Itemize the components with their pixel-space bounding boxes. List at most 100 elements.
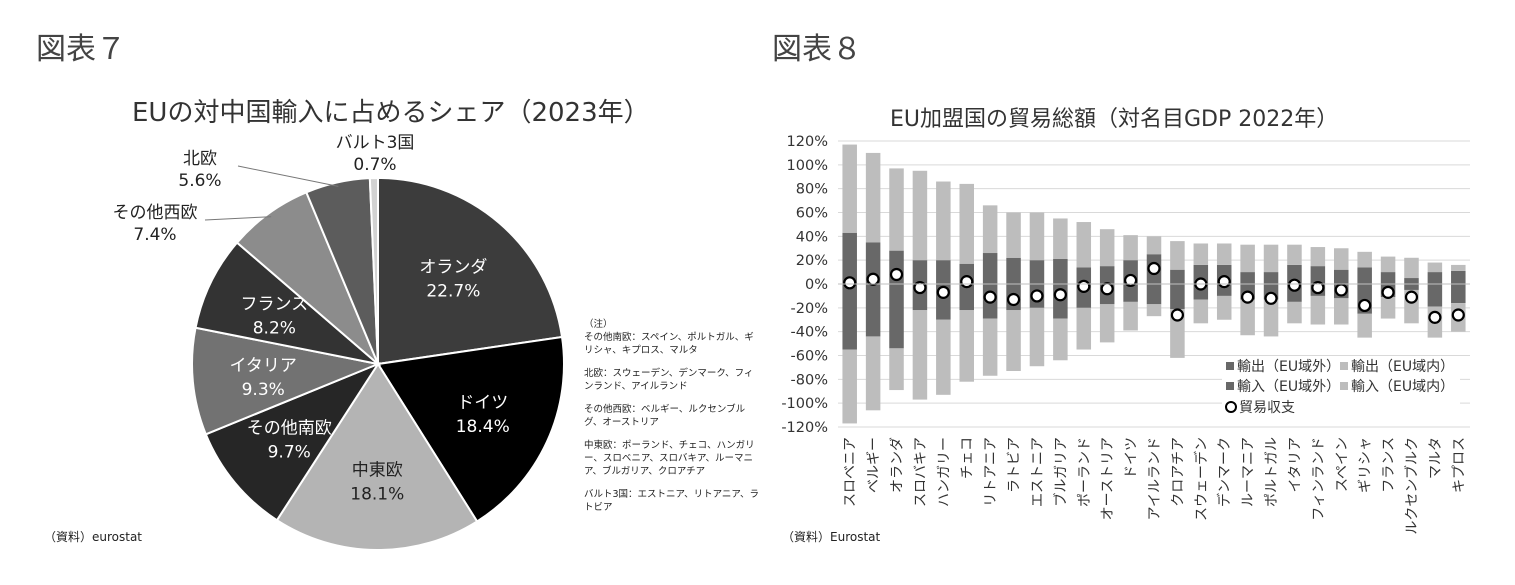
bar-import-non-eu — [1427, 284, 1443, 307]
bar-export-eu — [1146, 236, 1162, 255]
y-tick-label: 120% — [787, 134, 828, 150]
bar-export-non-eu — [1099, 266, 1115, 284]
y-tick-label: -40% — [791, 325, 828, 341]
bar-import-eu — [1193, 299, 1209, 324]
balance-marker — [1264, 291, 1278, 305]
pie-slice-label: フランス — [241, 294, 309, 314]
pie-notes: （注） その他南欧：スペイン、ポルトガル、ギリシャ、キプロス、マルタ 北欧：スウ… — [584, 318, 759, 524]
bar-export-eu — [982, 205, 998, 254]
y-tick-label: 80% — [796, 182, 828, 198]
pie-leader-line — [237, 165, 339, 187]
y-tick-label: -80% — [791, 372, 828, 388]
pie-slice — [377, 176, 564, 366]
bar-import-eu — [1146, 304, 1162, 317]
bar-export-eu — [1263, 244, 1279, 273]
x-tick-label: スロバキア — [913, 437, 929, 507]
bar-export-eu — [842, 144, 857, 233]
bar-export-non-eu — [1053, 258, 1068, 284]
balance-marker — [1311, 280, 1325, 295]
pie-slice-value: 9.3% — [242, 380, 285, 400]
balance-marker — [843, 276, 857, 290]
bar-export-non-eu — [936, 260, 951, 284]
x-tick-label: スロベニア — [843, 437, 859, 507]
bar-import-eu — [1076, 307, 1092, 350]
bar-source: （資料）Eurostat — [782, 530, 881, 544]
legend-swatch — [1226, 382, 1234, 390]
bar-export-non-eu — [1029, 260, 1045, 284]
x-tick-label: スウェーデン — [1193, 437, 1210, 521]
x-tick-label: リトアニア — [983, 437, 999, 507]
bar-import-eu — [936, 319, 951, 395]
bar-import-eu — [982, 318, 998, 376]
x-tick-label: ポーランド — [1077, 437, 1093, 507]
bar-import-eu — [1310, 295, 1326, 325]
y-tick-label: -100% — [781, 396, 828, 412]
balance-marker — [1428, 310, 1442, 324]
bar-import-non-eu — [1216, 284, 1232, 296]
pie-slice-label: ドイツ — [457, 393, 508, 413]
bar-export-eu — [865, 152, 881, 243]
bar-export-non-eu — [1357, 267, 1372, 284]
bar-export-eu — [1380, 256, 1396, 273]
bar-export-eu — [1357, 251, 1372, 268]
bar-export-eu — [1006, 212, 1021, 258]
x-tick-label: マルタ — [1428, 437, 1444, 479]
pie-slice — [368, 176, 379, 365]
x-tick-label: ポルトガル — [1264, 437, 1280, 507]
bar-import-non-eu — [865, 284, 881, 337]
bar-export-eu — [1334, 248, 1349, 270]
balance-marker — [1241, 290, 1255, 304]
legend-swatch — [1340, 382, 1348, 390]
bar-export-non-eu — [1240, 272, 1255, 284]
pie-slice-label: オランダ — [419, 258, 487, 278]
pie-slice-value: 0.7% — [353, 155, 396, 175]
balance-marker — [1123, 273, 1138, 288]
bar-import-eu — [889, 348, 904, 391]
bar-import-eu — [959, 310, 974, 382]
y-tick-label: 60% — [796, 206, 828, 222]
bar-export-eu — [959, 183, 974, 264]
bar-export-eu — [1170, 241, 1185, 270]
pie-slice-value: 8.2% — [253, 318, 296, 338]
bar-import-non-eu — [1404, 284, 1419, 290]
pie-leader-line — [204, 216, 272, 221]
pie-slice-label: 中東欧 — [352, 460, 403, 480]
x-tick-label: ハンガリー — [936, 437, 952, 507]
y-tick-label: -120% — [781, 420, 828, 436]
bar-export-non-eu — [1404, 278, 1419, 284]
legend-entry: 輸入（EU域内） — [1351, 379, 1454, 395]
pie-chart: オランダ 22.7% ドイツ 18.4% 中東欧 18.1% その他南欧 9.7% イタリア 9.… — [113, 133, 565, 551]
figure-8-label: 図表８ — [772, 32, 862, 67]
balance-marker — [1358, 298, 1372, 313]
legend-entry: 貿易収支 — [1239, 400, 1295, 416]
balance-marker — [1334, 283, 1348, 297]
bar-import-non-eu — [959, 284, 974, 311]
x-tick-label: ギリシャ — [1358, 437, 1374, 493]
balance-marker — [1100, 282, 1114, 296]
bar-export-non-eu — [1263, 272, 1279, 284]
bar-chart-title: EU加盟国の貿易総額（対名目GDP 2022年） — [890, 107, 1339, 132]
bar-export-eu — [1076, 222, 1092, 268]
balance-marker — [1404, 290, 1419, 304]
balance-marker — [866, 272, 880, 286]
x-tick-label: オーストリア — [1100, 437, 1116, 520]
x-tick-label: キプロス — [1451, 437, 1467, 493]
note-item: 中東欧：ポーランド、チェコ、ハンガリー、スロベニア、スロバキア、ルーマニア、ブル… — [584, 440, 755, 477]
bar-import-eu — [912, 310, 928, 400]
bar-export-non-eu — [1451, 270, 1466, 284]
bar-export-non-eu — [865, 242, 881, 284]
bar-import-non-eu — [1451, 284, 1466, 304]
pie-slice-value: 18.4% — [456, 417, 510, 437]
bar-export-non-eu — [1006, 257, 1021, 284]
legend-entry: 輸入（EU域外） — [1237, 379, 1340, 395]
notes-heading: （注） — [584, 319, 613, 330]
bar-export-eu — [1310, 247, 1326, 267]
bar-export-non-eu — [912, 260, 928, 284]
bar-import-eu — [1029, 307, 1045, 367]
legend-swatch — [1226, 362, 1234, 370]
note-item: バルト3国：エストニア、リトアニア、ラトビア — [584, 489, 759, 513]
legend-entry: 輸出（EU域内） — [1351, 359, 1454, 375]
pie-slice-label: その他西欧 — [113, 203, 198, 223]
bar-export-eu — [1053, 218, 1068, 259]
x-tick-label: ベルギー — [866, 437, 882, 493]
